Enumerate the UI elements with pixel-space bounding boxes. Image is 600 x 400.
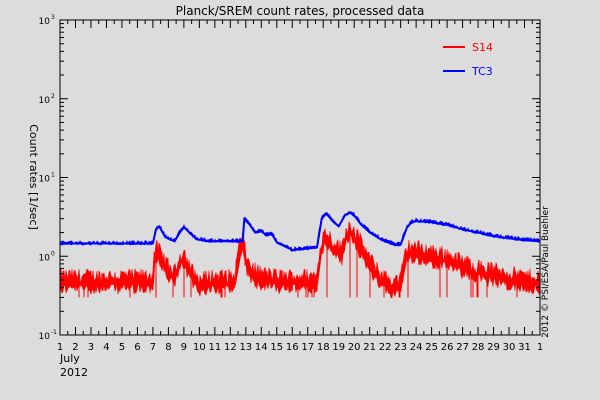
x-tick-label: 16 bbox=[286, 342, 299, 353]
x-tick-label: 11 bbox=[208, 342, 221, 353]
x-tick-label: 1 bbox=[537, 342, 543, 353]
x-tick-label: 26 bbox=[441, 342, 454, 353]
series-s14 bbox=[59, 221, 541, 299]
x-tick-label: 6 bbox=[134, 342, 140, 353]
y-tick-label-exponent: 3 bbox=[51, 14, 55, 21]
x-tick-label: 30 bbox=[503, 342, 516, 353]
legend-label-s14: S14 bbox=[472, 41, 493, 54]
chart-title: Planck/SREM count rates, processed data bbox=[176, 4, 425, 18]
credit-text: 2012 © PSI/ESA/Paul Buehler bbox=[541, 206, 551, 338]
x-tick-label: 17 bbox=[301, 342, 314, 353]
x-tick-label: 12 bbox=[224, 342, 237, 353]
axes: 10 -110 010 110 210 31 2 3 4 5 6 7 8 9 10 11 12 13 14 15 16 1… bbox=[39, 14, 544, 353]
x-tick-label: 13 bbox=[239, 342, 252, 353]
x-tick-label: 2 bbox=[72, 342, 78, 353]
x-tick-label: 7 bbox=[150, 342, 156, 353]
y-tick-label: 10 bbox=[39, 17, 51, 27]
x-axis-label-month: July bbox=[59, 352, 80, 365]
series-s14-line bbox=[60, 231, 540, 289]
y-tick-label-exponent: -1 bbox=[51, 329, 57, 336]
x-tick-label: 22 bbox=[379, 342, 392, 353]
x-tick-label: 15 bbox=[270, 342, 283, 353]
y-tick-label: 10 bbox=[39, 96, 51, 106]
x-tick-label: 20 bbox=[348, 342, 361, 353]
x-tick-label: 27 bbox=[456, 342, 469, 353]
legend-label-tc3: TC3 bbox=[471, 65, 493, 78]
y-tick-label-exponent: 2 bbox=[51, 93, 55, 100]
x-tick-label: 3 bbox=[88, 342, 94, 353]
y-tick-label-exponent: 0 bbox=[51, 250, 55, 257]
x-tick-label: 10 bbox=[193, 342, 206, 353]
y-tick-label: 10 bbox=[39, 175, 51, 185]
x-tick-label: 23 bbox=[394, 342, 407, 353]
x-tick-label: 4 bbox=[103, 342, 109, 353]
x-tick-label: 29 bbox=[487, 342, 500, 353]
legend: S14 TC3 bbox=[443, 41, 493, 78]
x-tick-label: 8 bbox=[165, 342, 171, 353]
y-tick-label: 10 bbox=[39, 332, 51, 342]
series-tc3-line bbox=[60, 211, 541, 252]
x-tick-label: 18 bbox=[317, 342, 330, 353]
y-tick-label-exponent: 1 bbox=[51, 172, 55, 179]
x-tick-label: 19 bbox=[332, 342, 345, 353]
y-tick-label: 10 bbox=[39, 253, 51, 263]
x-tick-label: 24 bbox=[410, 342, 423, 353]
x-tick-label: 9 bbox=[181, 342, 187, 353]
x-tick-label: 14 bbox=[255, 342, 268, 353]
x-tick-label: 28 bbox=[472, 342, 485, 353]
x-tick-label: 1 bbox=[57, 342, 63, 353]
x-axis-label-year: 2012 bbox=[60, 366, 88, 379]
x-tick-label: 5 bbox=[119, 342, 125, 353]
x-tick-label: 25 bbox=[425, 342, 438, 353]
plot-area bbox=[59, 210, 541, 299]
x-tick-label: 21 bbox=[363, 342, 376, 353]
y-axis-label: Count rates [1/sec] bbox=[27, 124, 40, 230]
x-tick-label: 31 bbox=[518, 342, 531, 353]
